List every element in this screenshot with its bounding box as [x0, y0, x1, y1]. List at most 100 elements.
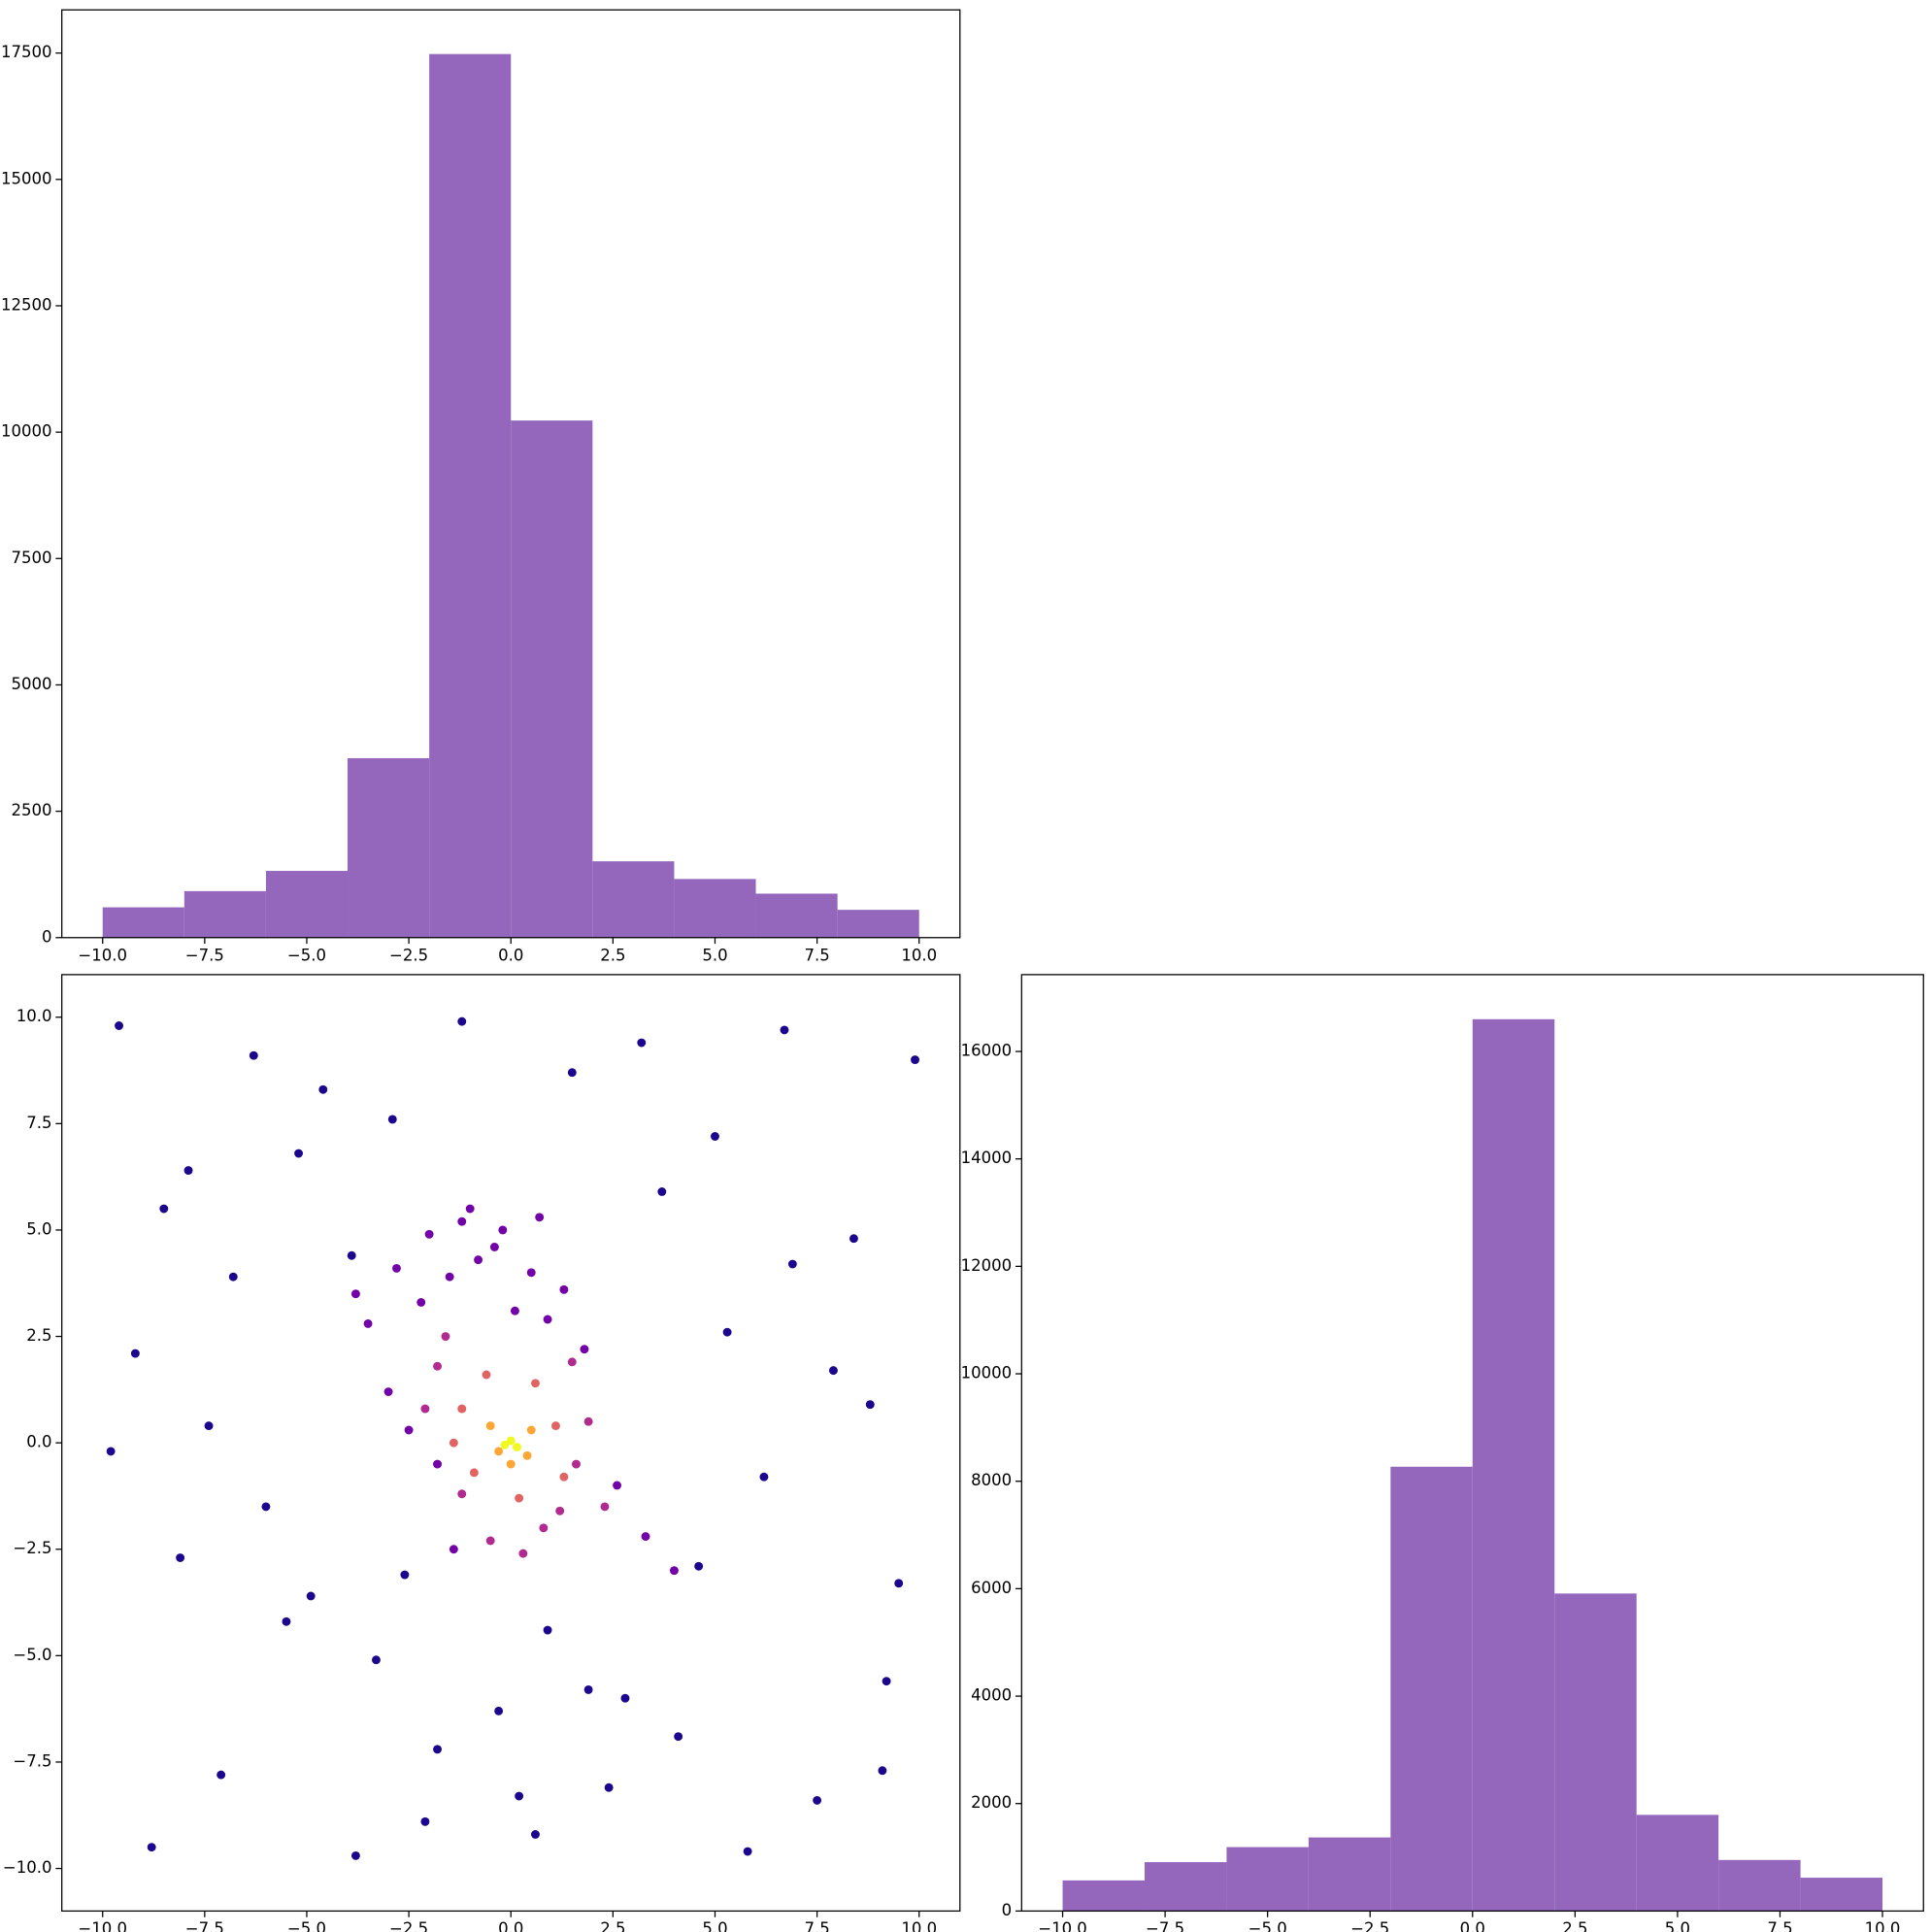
point — [531, 1830, 540, 1839]
point — [600, 1502, 610, 1512]
point — [115, 1021, 123, 1030]
point — [489, 1243, 499, 1251]
point — [457, 1016, 467, 1026]
bar — [348, 757, 430, 938]
x-tick-label: 7.5 — [804, 946, 829, 964]
point — [567, 1068, 577, 1078]
point — [449, 1545, 458, 1554]
point — [743, 1847, 752, 1856]
point — [498, 1225, 508, 1235]
bar — [592, 861, 675, 938]
y-tick-label: 12500 — [1, 295, 52, 314]
x-tick-label: 10.0 — [901, 1919, 937, 1932]
point — [620, 1693, 630, 1703]
point — [526, 1268, 536, 1278]
subplot: −10.0 −7.5 −5.0 −2.5 0.0 2.5 5.0 7.5 10.0 0 2500 50… — [1, 9, 961, 964]
bar — [1800, 1878, 1883, 1912]
y-tick-label: 12000 — [961, 1256, 1012, 1275]
point — [457, 1489, 467, 1499]
y-tick-label: −5.0 — [13, 1646, 51, 1664]
point — [865, 1400, 875, 1410]
y-tick-label: 10.0 — [17, 1007, 52, 1025]
point — [350, 1289, 360, 1299]
point — [216, 1770, 226, 1780]
point — [183, 1166, 193, 1176]
point — [318, 1084, 328, 1094]
point — [580, 1345, 589, 1354]
point — [433, 1459, 442, 1469]
point — [494, 1447, 504, 1456]
point — [787, 1259, 797, 1269]
point — [849, 1234, 858, 1244]
point — [404, 1425, 414, 1435]
bar — [102, 907, 184, 938]
x-tick-label: −7.5 — [185, 1919, 224, 1932]
y-tick-label: 6000 — [971, 1579, 1012, 1597]
point — [506, 1459, 516, 1469]
point — [282, 1616, 291, 1626]
x-tick-label: 0.0 — [498, 1919, 523, 1932]
bar — [265, 871, 349, 938]
x-tick-label: 2.5 — [600, 1919, 625, 1932]
bar — [1144, 1862, 1227, 1912]
bar — [1062, 1880, 1145, 1912]
y-tick-label: 0 — [42, 927, 51, 946]
point — [130, 1349, 140, 1358]
y-tick-label: 7500 — [12, 549, 52, 567]
point — [878, 1766, 887, 1776]
point — [433, 1361, 442, 1371]
point — [294, 1149, 304, 1158]
point — [780, 1025, 789, 1035]
y-tick-label: 5.0 — [26, 1219, 51, 1238]
point — [176, 1553, 185, 1562]
point — [813, 1795, 822, 1805]
point — [572, 1459, 581, 1469]
point — [500, 1440, 510, 1449]
point — [387, 1115, 397, 1124]
point — [559, 1472, 569, 1482]
x-tick-label: −7.5 — [185, 946, 224, 964]
bar — [1308, 1837, 1391, 1912]
bar — [1718, 1859, 1801, 1912]
x-tick-label: 7.5 — [1767, 1919, 1792, 1932]
x-tick-label: 0.0 — [498, 946, 523, 964]
point — [515, 1493, 524, 1503]
x-tick-label: −2.5 — [1350, 1919, 1389, 1932]
bar — [183, 890, 266, 938]
point — [347, 1250, 356, 1260]
point — [518, 1549, 528, 1558]
y-tick-label: 0 — [1002, 1901, 1013, 1919]
subplot: −10.0 −7.5 −5.0 −2.5 0.0 2.5 5.0 7.5 10.0 −10.0 −7… — [3, 974, 961, 1932]
x-tick-label: −10.0 — [78, 946, 127, 964]
x-tick-label: 10.0 — [901, 946, 937, 964]
point — [445, 1272, 454, 1282]
x-tick-label: −10.0 — [78, 1919, 127, 1932]
point — [400, 1570, 410, 1580]
point — [106, 1447, 116, 1456]
point — [441, 1332, 450, 1341]
point — [449, 1438, 458, 1448]
x-tick-label: −7.5 — [1146, 1919, 1184, 1932]
point — [522, 1450, 532, 1460]
y-tick-label: −10.0 — [3, 1858, 52, 1877]
point — [420, 1816, 430, 1826]
subplot: −10.0 −7.5 −5.0 −2.5 0.0 2.5 5.0 7.5 10.0 0 2000 40… — [961, 974, 1924, 1932]
y-tick-label: 2500 — [12, 801, 52, 819]
bar — [755, 893, 838, 938]
bar — [1636, 1815, 1719, 1912]
point — [383, 1387, 393, 1396]
point — [583, 1416, 593, 1426]
bar — [511, 420, 593, 938]
point — [694, 1561, 704, 1571]
point — [433, 1745, 442, 1754]
point — [469, 1468, 479, 1478]
point — [657, 1187, 667, 1196]
y-tick-label: −7.5 — [13, 1751, 51, 1770]
y-tick-label: 2.5 — [26, 1326, 51, 1345]
y-tick-label: 5000 — [12, 675, 52, 693]
point — [363, 1318, 373, 1328]
x-tick-label: −2.5 — [389, 1919, 428, 1932]
point — [539, 1523, 549, 1533]
point — [526, 1425, 536, 1435]
x-tick-label: 0.0 — [1460, 1919, 1485, 1932]
